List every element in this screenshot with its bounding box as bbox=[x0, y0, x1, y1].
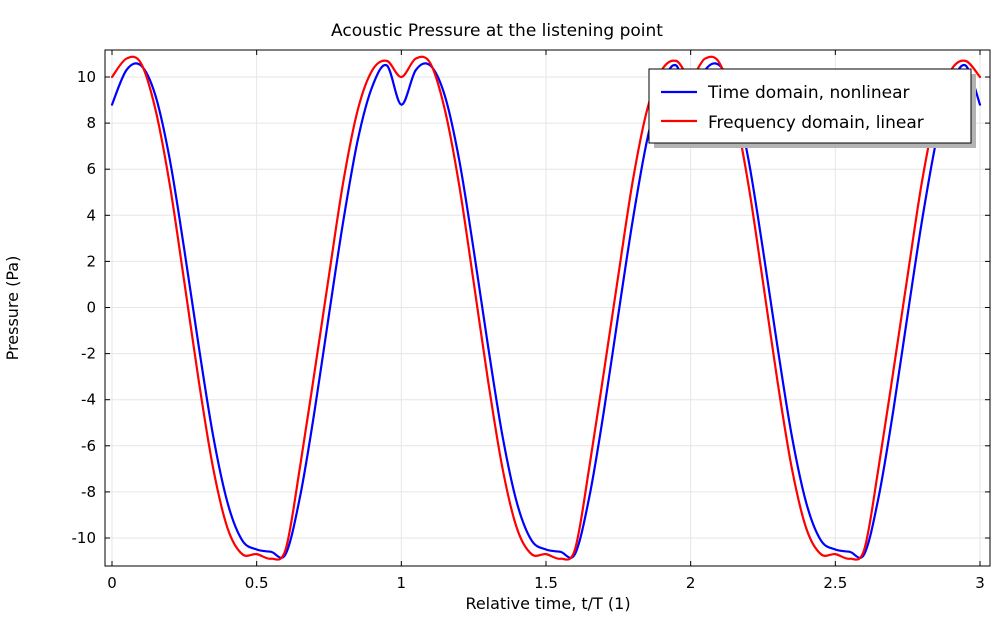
y-axis-title: Pressure (Pa) bbox=[3, 256, 22, 361]
y-tick-label-6: -2 bbox=[81, 345, 96, 363]
x-tick-label-1: 0.5 bbox=[245, 574, 269, 592]
y-tick-label-0: 10 bbox=[77, 68, 96, 86]
series-line-frequency-domain bbox=[110, 55, 982, 561]
tick-marks bbox=[105, 50, 990, 566]
legend-box bbox=[648, 68, 972, 144]
legend-label-time-domain: Time domain, nonlinear bbox=[707, 83, 910, 103]
x-tick-labels: 0 0.5 1 1.5 2 2.5 3 bbox=[107, 574, 985, 592]
x-tick-label-4: 2 bbox=[686, 574, 696, 592]
legend-label-frequency-domain: Frequency domain, linear bbox=[708, 113, 924, 133]
legend: Time domain, nonlinear Frequency domain,… bbox=[648, 68, 976, 148]
series-line-time-domain bbox=[110, 62, 982, 559]
y-tick-label-7: -4 bbox=[81, 391, 96, 409]
x-tick-label-6: 3 bbox=[975, 574, 985, 592]
x-axis-title: Relative time, t/T (1) bbox=[465, 594, 630, 613]
y-tick-label-2: 6 bbox=[86, 160, 96, 178]
series-lines bbox=[110, 55, 982, 561]
x-tick-label-5: 2.5 bbox=[823, 574, 847, 592]
y-tick-label-8: -6 bbox=[81, 437, 96, 455]
chart-title: Acoustic Pressure at the listening point bbox=[331, 21, 663, 41]
y-tick-label-4: 2 bbox=[86, 252, 96, 270]
y-tick-label-3: 4 bbox=[86, 206, 96, 224]
y-tick-labels: 10 8 6 4 2 0 -2 -4 -6 -8 -10 bbox=[72, 68, 97, 547]
x-tick-label-3: 1.5 bbox=[534, 574, 558, 592]
x-tick-label-0: 0 bbox=[107, 574, 117, 592]
y-tick-label-10: -10 bbox=[72, 529, 97, 547]
y-tick-label-1: 8 bbox=[86, 114, 96, 132]
y-tick-label-9: -8 bbox=[81, 483, 96, 501]
y-tick-label-5: 0 bbox=[86, 299, 96, 317]
x-tick-label-2: 1 bbox=[397, 574, 407, 592]
